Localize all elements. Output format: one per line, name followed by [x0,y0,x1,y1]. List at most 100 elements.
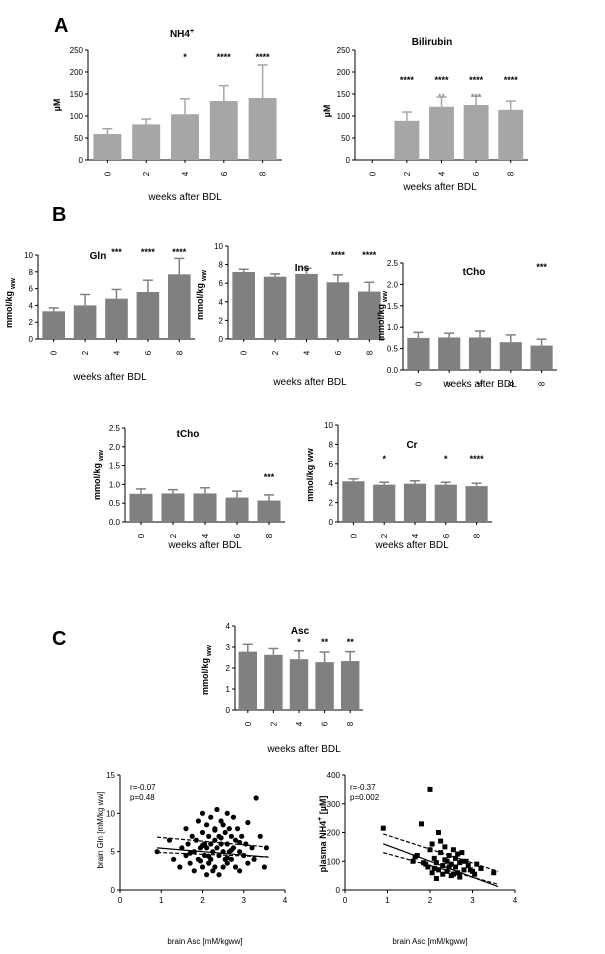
asc-bar [315,662,334,710]
panel-a-label: A [54,15,68,37]
cr-y-tick-label: 4 [329,479,334,488]
tcho2-y-tick-label: 2.0 [109,443,121,452]
scatter_gln-point [224,810,230,816]
scatter_nh4-point [433,860,439,866]
bilirubin-y-tick-label: 50 [341,134,350,143]
nh4-bar [132,124,161,160]
gln-y-tick-label: 6 [29,285,34,294]
cr-y-tick-label: 6 [329,460,334,469]
ins-significance: **** [362,250,377,260]
gln-x-axis-label: weeks after BDL [72,372,147,383]
ins-x-tick-label: 2 [271,350,280,355]
scatter_gln-point [224,860,230,866]
tcho2-x-tick-label: 0 [137,533,146,538]
scatter_gln-point [237,868,243,874]
scatter_gln-point [154,849,160,855]
scatter_gln-point [197,858,204,864]
scatter_nh4-point [448,861,454,867]
cr-x-tick-label: 8 [473,533,482,538]
ins-x-axis-label: weeks after BDL [272,377,347,388]
bilirubin-bar [429,106,454,160]
nh4-significance: * [183,52,187,62]
scatter_gln-point [204,845,210,851]
scatter_nh4-stat-r: r=-0.37 [350,783,376,792]
bilirubin-y-tick-label: 250 [337,46,351,55]
gln-y-tick-label: 4 [29,301,34,310]
scatter_nh4-point [444,868,450,874]
cr-y-tick-label: 8 [329,440,334,449]
asc-title: Asc [291,626,310,637]
gln-x-tick-label: 0 [50,350,59,355]
tcho1-y-tick-label: 0.5 [387,345,399,354]
ins-y-tick-label: 8 [219,261,224,270]
scatter_gln-y-tick-label: 10 [106,809,115,818]
nh4-y-tick-label: 100 [70,112,84,121]
scatter_gln-point [216,872,222,878]
tcho2-title: tCho [177,429,200,440]
tcho1-x-tick-label: 8 [538,381,547,386]
nh4-y-tick-label: 150 [70,90,84,99]
scatter_gln-point [218,835,224,841]
bilirubin-y-tick-label: 100 [337,112,351,121]
cr-title: Cr [406,440,417,451]
tcho2-x-tick-label: 8 [265,533,274,538]
scatter_gln-x-tick-label: 3 [242,896,247,905]
scatter_gln-point [199,810,206,816]
gln-x-tick-label: 2 [81,350,90,355]
scatter_gln-point [245,860,251,866]
tcho2-bar [193,493,217,522]
bilirubin-x-tick-label: 2 [403,171,412,176]
scatter_nh4-point [421,860,427,866]
scatter_nh4-point [436,867,441,873]
cr-bar [465,486,488,522]
scatter_nh4-point [429,870,435,876]
scatter_gln-point [228,833,234,839]
nh4-x-tick-label: 8 [259,171,268,176]
tcho2-y-tick-label: 0.5 [109,499,121,508]
nh4-bar [209,101,238,160]
nh4-bar [248,97,277,160]
gln-y-axis-label: mmol/kgww [4,277,17,327]
scatter_nh4-y-tick-label: 100 [327,857,341,866]
scatter_nh4-ci-upper [383,833,499,872]
scatter_nh4-y-axis-label-sup: + [317,817,324,821]
asc-significance: ** [321,637,329,647]
bilirubin-y-tick-label: 0 [346,156,351,165]
tcho2-x-axis-label: weeks after BDL [167,540,242,551]
scatter_nh4-ci-lower [383,852,499,885]
ins-y-axis-label-sub: ww [201,269,208,281]
scatter_gln-point [199,864,206,870]
bilirubin-y-tick-label: 200 [337,68,351,77]
bilirubin-significance: **** [400,75,415,85]
tcho1-y-tick-label: 1.0 [387,323,399,332]
ins-bar [263,276,287,339]
scatter_gln-point [212,864,218,870]
nh4-y-tick-label: 50 [74,134,83,143]
scatter_gln-point [191,868,197,874]
ins-y-axis-label: mmol/kgww [195,269,208,319]
bilirubin-title: Bilirubin [412,37,453,48]
cr-x-tick-label: 6 [442,533,451,538]
scatter_gln-point [230,814,237,820]
scatter_gln-point [228,856,234,862]
scatter_nh4-x-tick-label: 1 [385,896,390,905]
nh4-y-axis-label: µM [52,99,62,112]
panel-c-label: C [52,628,66,650]
scatter_gln-point [195,818,201,824]
asc-y-tick-label: 0 [226,706,231,715]
tcho2-x-tick-label: 4 [201,533,210,538]
tcho2-y-axis-label-sub: ww [98,449,105,461]
gln-y-tick-label: 2 [29,318,34,327]
gln-title: Gln [90,251,107,262]
scatter_gln-point [179,845,185,851]
scatter_nh4-point [450,871,456,877]
asc-x-tick-label: 4 [295,721,304,726]
scatter_nh4-stat-p: p=0.002 [350,793,380,802]
tcho1-x-tick-label: 4 [476,381,485,386]
scatter_nh4-point [442,844,448,850]
scatter_gln-x-tick-label: 1 [159,896,164,905]
ins-y-tick-label: 4 [219,298,224,307]
asc-y-tick-label: 1 [226,685,231,694]
scatter_nh4-point [419,821,424,827]
